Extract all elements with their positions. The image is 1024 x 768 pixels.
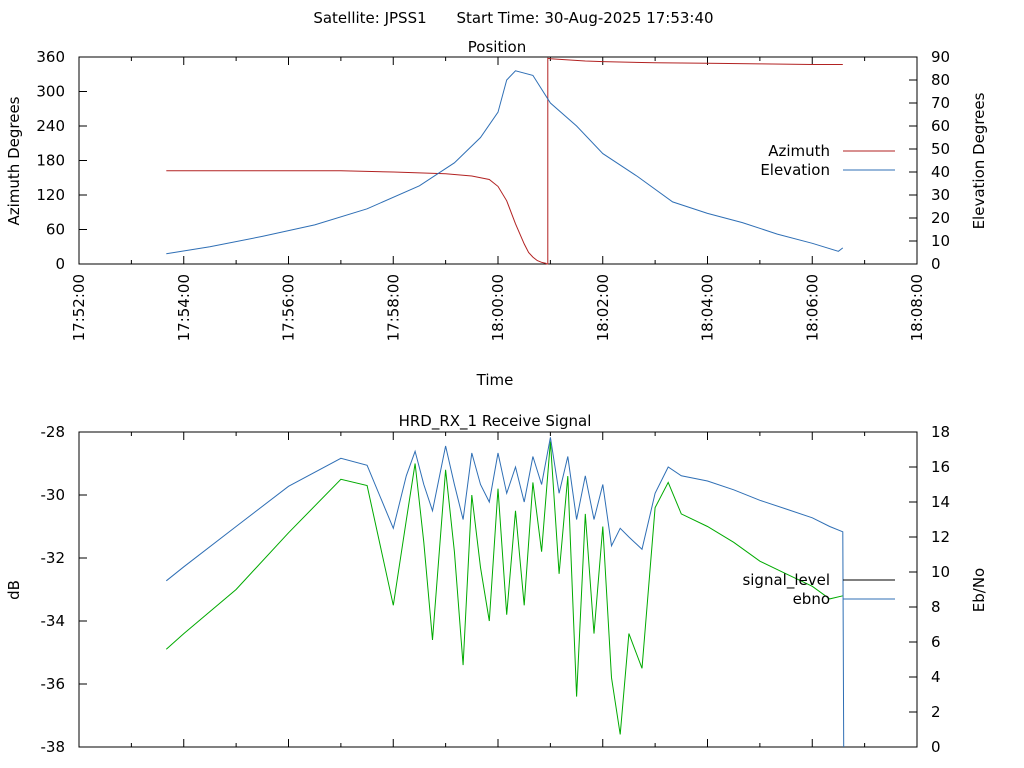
y2-tick-label: 20 [931,209,950,227]
elevation-legend-label: Elevation [760,161,830,179]
chart-header-start-time: Start Time: 30-Aug-2025 17:53:40 [456,9,713,27]
signal-y-axis-label: dB [5,580,23,600]
position-x-axis-label: Time [476,371,514,389]
y2-tick-label: 16 [931,458,950,476]
signal-y-ticks: -38 -36 -34 -32 -30 -28 [41,423,87,756]
y2-tick-label: 6 [931,633,941,651]
x-tick-label: 18:00:00 [489,274,507,341]
position-y-axis-label: Azimuth Degrees [5,96,23,225]
azimuth-line [166,57,843,265]
position-y2-axis-label: Elevation Degrees [970,92,988,229]
y2-tick-label: 14 [931,493,950,511]
y-tick-label: -34 [41,612,66,630]
y-tick-label: 300 [36,83,65,101]
x-tick-label: 18:08:00 [908,274,926,341]
y2-tick-label: 60 [931,117,950,135]
signal_level-legend-label: signal_level [742,571,830,590]
y-tick-label: 360 [36,48,65,66]
x-tick-label: 18:06:00 [803,274,821,341]
signal-x-ticks [78,432,918,747]
position-series [166,57,844,265]
position-x-ticks: 17:52:00 17:54:00 17:56:00 17:58:00 18:00:00… [70,57,926,341]
x-tick-label: 17:56:00 [280,274,298,341]
x-tick-label: 17:52:00 [70,274,88,341]
y2-tick-label: 10 [931,563,950,581]
elevation-line [166,70,844,255]
y-tick-label: -32 [41,549,66,567]
x-tick-label: 18:04:00 [699,274,717,341]
signal-plot-frame [78,431,918,748]
signal-y2-ticks: 0 2 4 6 8 10 12 14 16 18 [909,423,950,756]
position-y2-ticks: 0 10 20 30 40 50 60 70 80 90 [909,48,950,273]
signal_level-line [165,441,843,735]
ebno-legend-label: ebno [793,590,830,608]
y-tick-label: 60 [46,221,65,239]
y2-tick-label: 0 [931,738,941,756]
y2-tick-label: 18 [931,423,950,441]
x-tick-label: 18:02:00 [594,274,612,341]
azimuth-legend-label: Azimuth [768,142,830,160]
signal-chart: HRD_RX_1 Receive Signal -38-36-34-32-30-… [5,412,988,756]
position-chart-title: Position [468,38,526,56]
y-tick-label: 120 [36,186,65,204]
y2-tick-label: 70 [931,94,950,112]
y2-tick-label: 8 [931,598,941,616]
signal-chart-title: HRD_RX_1 Receive Signal [399,412,592,431]
chart-header-satellite: Satellite: JPSS1 [313,9,426,27]
position-chart: Position 17:52:00 17:54:00 17:56:00 17:58:0… [5,38,988,389]
y2-tick-label: 80 [931,71,950,89]
ebno-line [165,437,845,748]
y2-tick-label: 40 [931,163,950,181]
y2-tick-label: 12 [931,528,950,546]
y-tick-label: -36 [41,675,66,693]
y-tick-label: 180 [36,152,65,170]
x-tick-label: 17:58:00 [384,274,402,341]
y2-tick-label: 90 [931,48,950,66]
y2-tick-label: 2 [931,703,941,721]
signal-y2-axis-label: Eb/No [970,568,988,612]
y-tick-label: -38 [41,738,66,756]
y-tick-label: 0 [55,255,65,273]
y-tick-label: 240 [36,117,65,135]
position-y-ticks: 0 60 120 180 240 300 360 [36,48,87,273]
signal-series [165,437,845,748]
y2-tick-label: 10 [931,232,950,250]
y2-tick-label: 4 [931,668,941,686]
y-tick-label: -30 [41,486,66,504]
y2-tick-label: 0 [931,255,941,273]
y-tick-label: -28 [41,423,66,441]
y2-tick-label: 50 [931,140,950,158]
x-tick-label: 17:54:00 [175,274,193,341]
y2-tick-label: 30 [931,186,950,204]
